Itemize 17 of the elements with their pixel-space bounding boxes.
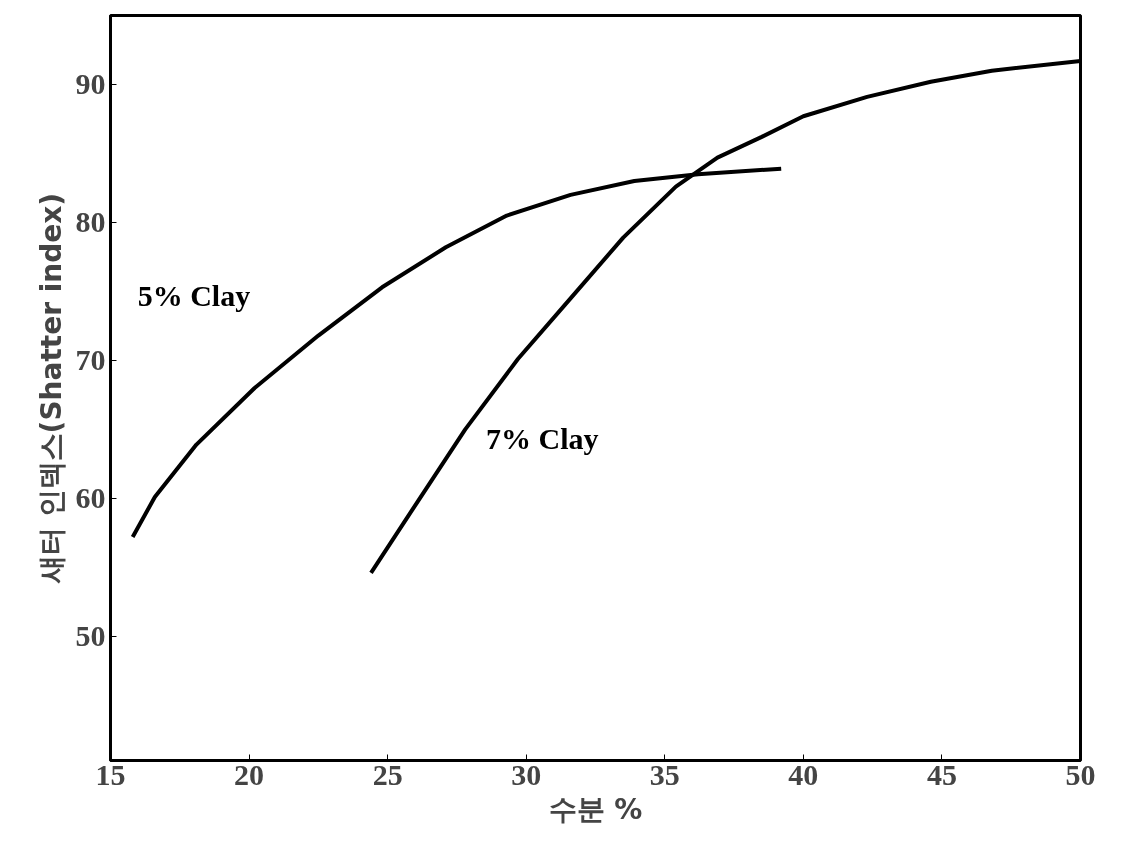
x-axis-title: 수분 % xyxy=(548,792,643,826)
y-axis-title: 섀터 인덱스(Shatter index) xyxy=(34,192,68,585)
x-tick-label: 50 xyxy=(1065,757,1096,791)
x-tick-label: 15 xyxy=(95,757,126,791)
x-tick-label: 45 xyxy=(926,757,957,791)
x-tick-label: 20 xyxy=(234,757,265,791)
y-tick-label: 50 xyxy=(75,618,106,652)
y-tick-label: 60 xyxy=(75,480,106,514)
y-tick-label: 80 xyxy=(75,204,106,238)
text: 5% Clay xyxy=(137,279,251,312)
series-label: 7% Clay xyxy=(486,421,599,455)
x-tick-label: 40 xyxy=(788,757,819,791)
x-tick-label: 30 xyxy=(511,757,542,791)
y-tick-label: 90 xyxy=(75,66,106,100)
y-tick-label: 70 xyxy=(75,342,106,376)
x-tick-label: 25 xyxy=(372,757,403,791)
x-tick-label: 35 xyxy=(649,757,680,791)
